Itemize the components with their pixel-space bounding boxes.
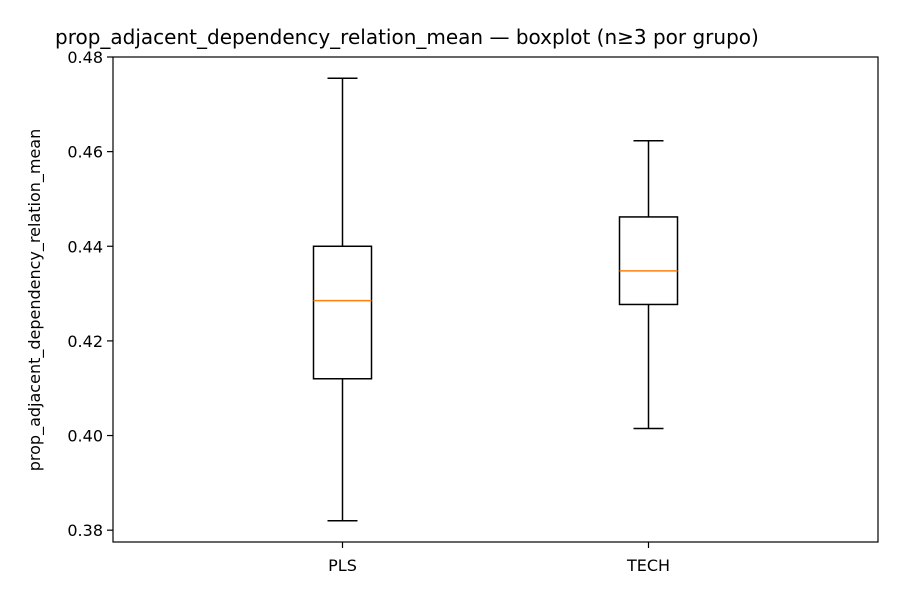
plot-frame	[112, 56, 879, 543]
iqr-box	[312, 245, 373, 380]
x-tick-label: TECH	[626, 556, 670, 575]
x-tick-label: PLS	[328, 556, 357, 575]
iqr-box	[618, 216, 679, 306]
y-tick-label: 0.48	[67, 48, 103, 67]
x-axis: PLS TECH	[328, 542, 670, 575]
box-pls	[312, 77, 373, 522]
y-tick-label: 0.46	[67, 143, 103, 162]
y-axis-label: prop_adjacent_dependency_relation_mean	[25, 129, 45, 471]
y-tick-label: 0.38	[67, 521, 103, 540]
y-tick-label: 0.44	[67, 237, 103, 256]
y-tick-label: 0.42	[67, 332, 103, 351]
y-tick-label: 0.40	[67, 427, 103, 446]
y-axis: 0.38 0.40 0.42 0.44 0.46 0.48	[67, 48, 113, 540]
box-tech	[618, 140, 679, 430]
chart-title: prop_adjacent_dependency_relation_mean —…	[55, 25, 759, 49]
plot-layer	[312, 77, 679, 522]
